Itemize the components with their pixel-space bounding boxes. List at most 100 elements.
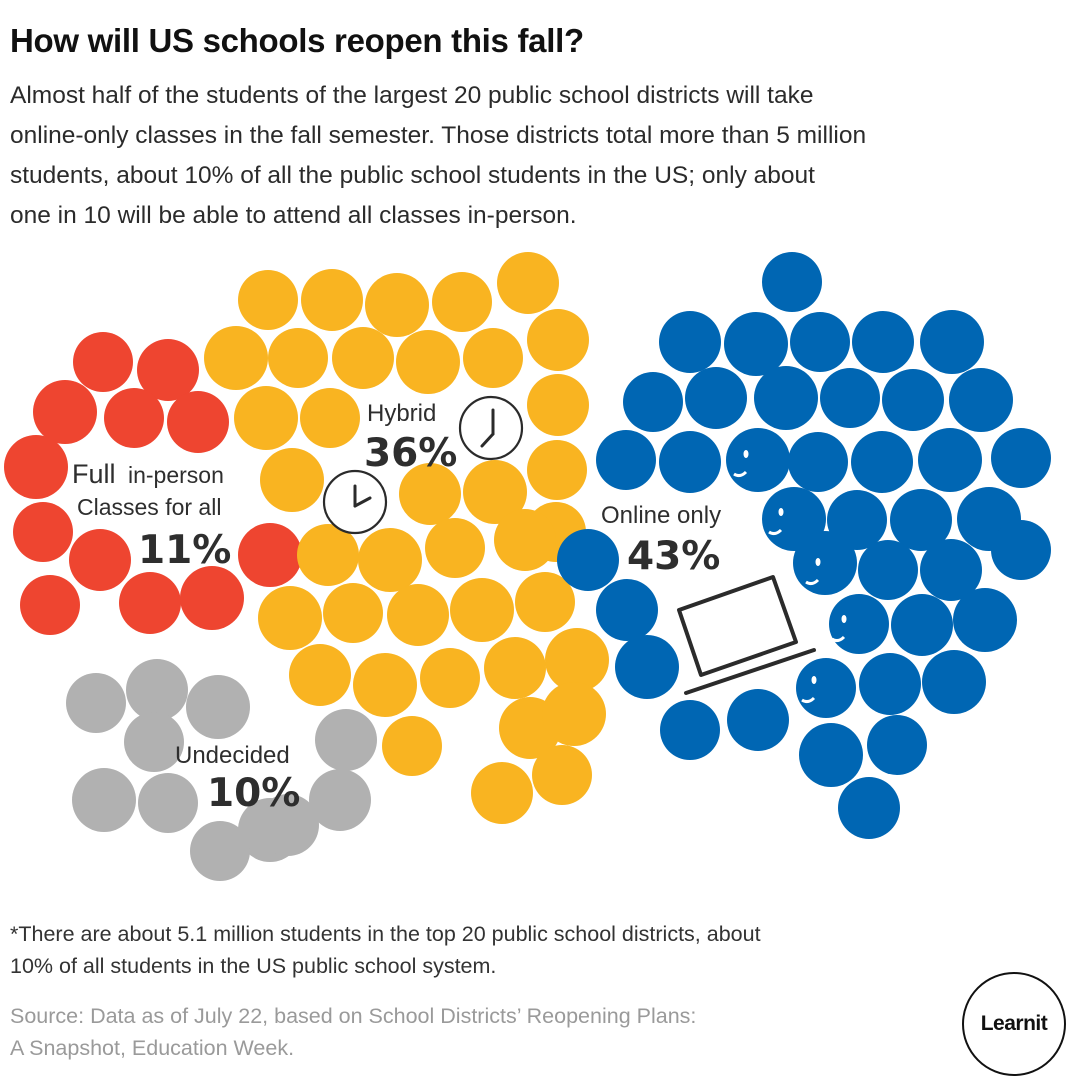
dot-undecided <box>309 769 371 831</box>
dot-hybrid <box>301 269 363 331</box>
face-eye-icon <box>778 508 784 516</box>
dot-full-in-person <box>104 388 164 448</box>
dot-online <box>918 428 982 492</box>
dot-online <box>991 520 1051 580</box>
dot-online <box>891 594 953 656</box>
chart-title: How will US schools reopen this fall? <box>10 22 584 59</box>
dot-hybrid <box>545 628 609 692</box>
label-online-only: Online only 43% <box>601 502 721 579</box>
dot-online <box>724 312 788 376</box>
label-full: Full <box>72 459 116 489</box>
value-undecided: 10% <box>207 771 300 816</box>
dot-online <box>949 368 1013 432</box>
dot-online <box>867 715 927 775</box>
dot-online <box>596 430 656 490</box>
dot-hybrid <box>450 578 514 642</box>
dot-online <box>727 689 789 751</box>
dot-hybrid <box>382 716 442 776</box>
dot-hybrid <box>323 583 383 643</box>
dot-online <box>685 367 747 429</box>
dot-undecided <box>126 659 188 721</box>
dot-hybrid <box>396 330 460 394</box>
dot-online <box>726 428 790 492</box>
dot-hybrid <box>297 524 359 586</box>
dot-hybrid <box>420 648 480 708</box>
face-eye-icon <box>743 450 749 458</box>
dot-undecided <box>190 821 250 881</box>
dot-hybrid <box>238 270 298 330</box>
dot-full-in-person <box>13 502 73 562</box>
footnote-line: 10% of all students in the US public sch… <box>10 954 497 978</box>
dot-hybrid <box>432 272 492 332</box>
dot-hybrid <box>353 653 417 717</box>
dot-online <box>920 539 982 601</box>
subtitle-line: one in 10 will be able to attend all cla… <box>10 202 577 229</box>
dot-full-in-person <box>73 332 133 392</box>
dot-hybrid <box>260 448 324 512</box>
dot-online <box>859 653 921 715</box>
dot-undecided <box>138 773 198 833</box>
dot-full-in-person <box>180 566 244 630</box>
dot-hybrid <box>358 528 422 592</box>
dot-hybrid <box>289 644 351 706</box>
dot-full-in-person <box>69 529 131 591</box>
dot-online <box>852 311 914 373</box>
dot-hybrid <box>365 273 429 337</box>
label-full-in-person: Full in-person Classes for all 11% <box>72 459 231 573</box>
subtitle-line: Almost half of the students of the large… <box>10 82 814 109</box>
dot-online <box>615 635 679 699</box>
dot-undecided <box>66 673 126 733</box>
dot-hybrid <box>527 374 589 436</box>
clock-icon <box>322 469 388 535</box>
dot-full-in-person <box>238 523 302 587</box>
dot-undecided <box>186 675 250 739</box>
dot-hybrid <box>268 328 328 388</box>
dot-online <box>788 432 848 492</box>
dot-hybrid <box>234 386 298 450</box>
dot-full-in-person <box>33 380 97 444</box>
face-mouth-icon <box>801 696 816 704</box>
dot-hybrid <box>471 762 533 824</box>
dot-hybrid <box>527 440 587 500</box>
dot-online <box>920 310 984 374</box>
dot-online <box>890 489 952 551</box>
value-hybrid: 36% <box>364 431 457 476</box>
subtitle-line: students, about 10% of all the public sc… <box>10 162 815 189</box>
dot-hybrid <box>332 327 394 389</box>
dot-hybrid <box>497 252 559 314</box>
label-hybrid-text: Hybrid <box>367 400 436 427</box>
dot-online <box>851 431 913 493</box>
dot-online <box>659 311 721 373</box>
label-in-person: in-person <box>128 462 224 488</box>
dot-full-in-person <box>137 339 199 401</box>
dot-hybrid <box>258 586 322 650</box>
label-classes-for-all: Classes for all <box>77 494 221 520</box>
dot-hybrid <box>204 326 268 390</box>
dot-full-in-person <box>119 572 181 634</box>
dot-online <box>829 594 889 654</box>
dot-online <box>858 540 918 600</box>
dot-hybrid <box>542 682 606 746</box>
dot-hybrid <box>494 509 556 571</box>
dot-full-in-person <box>167 391 229 453</box>
learnit-logo: Learnit <box>962 972 1066 1076</box>
dot-online <box>820 368 880 428</box>
face-mouth-icon <box>768 528 783 536</box>
dot-online <box>660 700 720 760</box>
dot-hybrid <box>484 637 546 699</box>
dot-online <box>922 650 986 714</box>
dot-groups <box>4 252 1051 881</box>
label-hybrid: Hybrid 36% <box>364 400 457 476</box>
dot-online <box>799 723 863 787</box>
dot-online <box>754 366 818 430</box>
dot-online <box>623 372 683 432</box>
value-full-in-person: 11% <box>138 528 231 573</box>
source-line: Source: Data as of July 22, based on Sch… <box>10 1004 697 1028</box>
face-eye-icon <box>815 558 821 566</box>
chart-subtitle: Almost half of the students of the large… <box>10 76 1010 236</box>
face-mouth-icon <box>805 578 820 586</box>
dot-online <box>953 588 1017 652</box>
dot-online <box>827 490 887 550</box>
dot-undecided <box>124 712 184 772</box>
